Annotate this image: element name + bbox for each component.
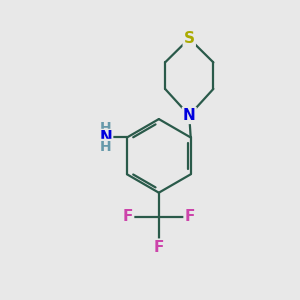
Text: S: S [184,31,195,46]
Text: H: H [100,121,112,135]
Text: F: F [154,240,164,255]
Text: F: F [123,209,133,224]
Text: N: N [99,130,112,145]
Text: N: N [183,108,196,123]
Text: H: H [100,140,112,154]
Text: F: F [184,209,195,224]
